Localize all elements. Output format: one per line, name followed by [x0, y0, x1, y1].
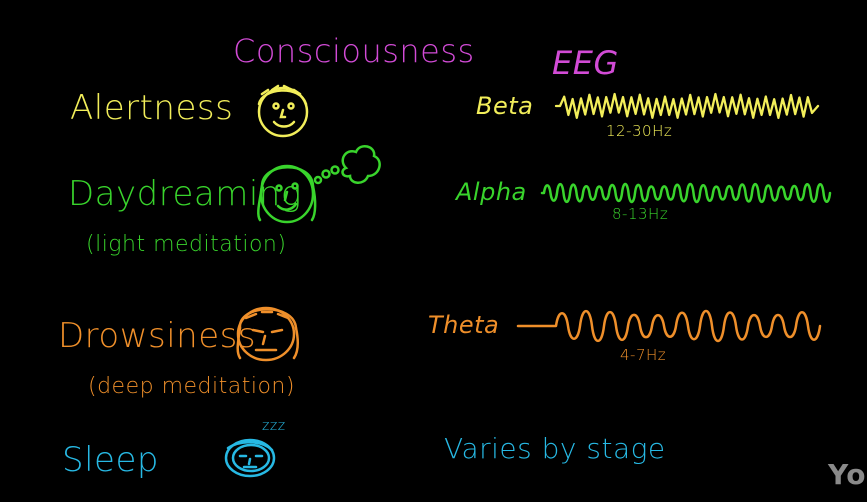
state-daydreaming-sublabel: (light meditation) [86, 232, 287, 257]
theta-wave [516, 309, 822, 343]
sleep-note: Varies by stage [444, 432, 666, 465]
alert-face-icon [257, 84, 309, 138]
beta-wave [554, 92, 820, 120]
daydream-face-icon [257, 144, 381, 224]
sleeping-face-icon [224, 438, 276, 478]
consciousness-header: Consciousness [233, 32, 475, 70]
state-drowsiness-sublabel: (deep meditation) [88, 374, 295, 399]
alpha-wave [540, 182, 832, 204]
snore-text: zzz [262, 418, 286, 434]
wave-beta-name: Beta [476, 92, 534, 120]
watermark: You [828, 458, 867, 491]
wave-theta-name: Theta [428, 311, 500, 339]
state-sleep-label: Sleep [62, 440, 159, 480]
wave-alpha-name: Alpha [456, 178, 527, 206]
wave-beta-freq: 12-30Hz [606, 122, 673, 140]
wave-alpha-freq: 8-13Hz [612, 205, 669, 223]
eeg-header: EEG [552, 44, 619, 82]
state-drowsiness-label: Drowsiness [58, 316, 257, 356]
wave-theta-freq: 4-7Hz [620, 346, 667, 364]
drowsy-face-icon [236, 306, 299, 362]
state-alertness-label: Alertness [70, 88, 234, 128]
